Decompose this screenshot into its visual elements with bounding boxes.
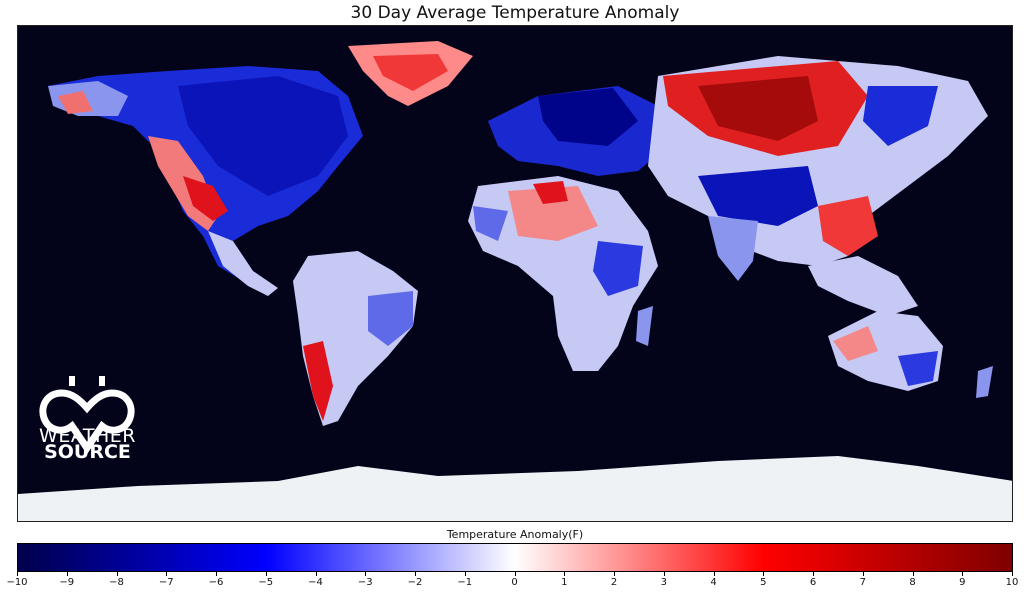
colorbar-tick-label: 1 xyxy=(561,577,568,588)
colorbar-tick-label: −7 xyxy=(158,577,174,588)
colorbar-tick-mark xyxy=(1012,572,1013,576)
map-canvas xyxy=(18,41,1012,521)
colorbar-tick-label: 5 xyxy=(760,577,767,588)
west-africa-cold xyxy=(473,206,508,241)
map-title: 30 Day Average Temperature Anomaly xyxy=(350,3,680,23)
weather-source-logo-icon xyxy=(39,376,135,455)
alaska-warm xyxy=(58,91,93,114)
east-siberia-cold xyxy=(863,86,938,146)
logo-wordmark-source: SOURCE xyxy=(44,441,131,463)
east-africa-cold xyxy=(593,241,643,296)
colorbar-tick-label: 2 xyxy=(610,577,618,588)
sahara-warm xyxy=(508,186,598,241)
colorbar-tick-mark xyxy=(116,572,118,576)
colorbar-tick-mark xyxy=(564,572,566,576)
colorbar-tick-label: 10 xyxy=(1005,577,1019,588)
madagascar xyxy=(636,306,653,346)
colorbar-tick-mark xyxy=(265,572,267,576)
south-america xyxy=(293,251,418,426)
central-asia-cold xyxy=(698,166,818,226)
colorbar-tick-label: 0 xyxy=(511,577,518,588)
colorbar-tick-label: 6 xyxy=(809,577,817,588)
logo-wordmark-weather: WEATHER xyxy=(39,425,136,447)
colorbar-tick-mark xyxy=(315,572,317,576)
colorbar-tick-label: −10 xyxy=(6,577,28,588)
colorbar-tick-mark xyxy=(17,572,18,576)
colorbar-tick-mark xyxy=(713,572,715,576)
europe-deep-cold xyxy=(538,88,638,146)
southeast-asia-islands xyxy=(808,256,918,316)
colorbar-tick-label: −9 xyxy=(59,577,75,588)
siberia-hot-core xyxy=(698,76,818,141)
sahara-hot xyxy=(533,181,568,204)
colorbar-tick-mark xyxy=(415,572,416,576)
colorbar-gradient xyxy=(17,543,1013,572)
colorbar-tick-mark xyxy=(216,572,217,576)
south-america-andes-hot xyxy=(303,341,333,421)
colorbar-tick-label: −5 xyxy=(258,577,274,588)
colorbar-tick-mark xyxy=(912,572,914,576)
colorbar-tick-mark xyxy=(862,572,864,576)
colorbar-tick-mark xyxy=(614,572,615,576)
colorbar-label: Temperature Anomaly(F) xyxy=(446,528,584,541)
north-america-southwest-hot xyxy=(183,176,228,221)
south-america-east-cold xyxy=(368,291,413,346)
east-asia-warm xyxy=(818,196,878,256)
colorbar-tick-mark xyxy=(464,572,466,576)
india xyxy=(708,216,758,281)
colorbar-tick-label: −3 xyxy=(357,577,373,588)
colorbar-tick-label: −1 xyxy=(457,577,473,588)
colorbar-tick-label: −2 xyxy=(407,577,423,588)
colorbar-tick-mark xyxy=(166,572,168,576)
colorbar-tick-label: 3 xyxy=(660,577,667,588)
colorbar-tick-mark xyxy=(365,572,367,576)
canada-core xyxy=(178,76,348,196)
colorbar-tick-label: 7 xyxy=(859,577,866,588)
greenland-core xyxy=(373,54,448,91)
mexico-central-america xyxy=(208,231,278,296)
colorbar-tick-label: 8 xyxy=(909,577,916,588)
colorbar-tick-label: −4 xyxy=(308,577,323,588)
colorbar-ticks: −10 −9 −8 −7 −6 −5 −4 −3 −2 −1 0 1 2 3 4 5 6 7 8 9 10 xyxy=(6,572,1018,592)
colorbar-tick-label: −6 xyxy=(208,577,224,588)
australia-east-cold xyxy=(898,351,938,386)
world-anomaly-map xyxy=(17,25,1013,522)
colorbar-tick-mark xyxy=(663,572,665,576)
antarctica xyxy=(18,456,1012,521)
colorbar-tick-label: 9 xyxy=(959,577,966,588)
colorbar-tick-label: −8 xyxy=(109,577,124,588)
colorbar-tick-mark xyxy=(813,572,814,576)
colorbar-tick-mark xyxy=(763,572,765,576)
colorbar-tick-mark xyxy=(514,572,516,576)
new-zealand xyxy=(976,366,993,398)
colorbar-tick-label: 4 xyxy=(710,577,717,588)
australia-west-warm xyxy=(833,326,878,361)
colorbar-tick-mark xyxy=(962,572,964,576)
colorbar-tick-mark xyxy=(66,572,68,576)
